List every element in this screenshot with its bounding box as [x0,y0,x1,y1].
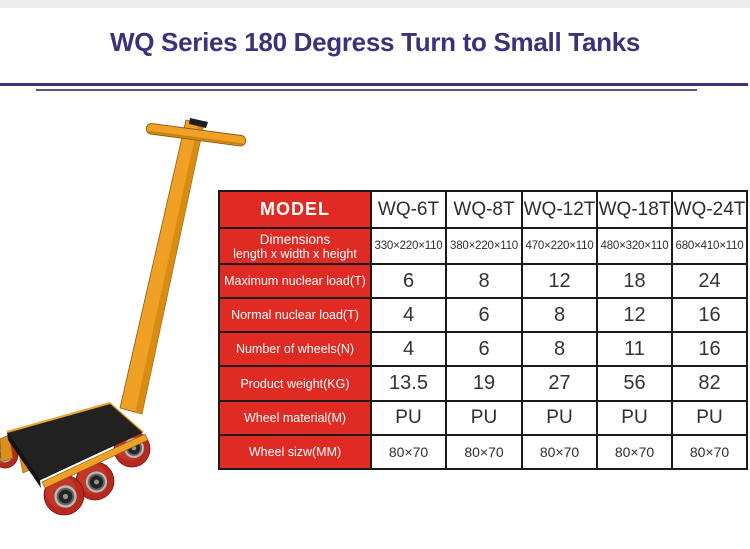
table-row-wheel-size: Wheel sizw(MM) 80×70 80×70 80×70 80×70 8… [218,434,748,470]
spec-table: MODEL WQ-6T WQ-8T WQ-12T WQ-18T WQ-24T D… [218,190,748,470]
table-cell: 13.5 [370,365,447,402]
page-title: WQ Series 180 Degress Turn to Small Tank… [109,27,641,57]
table-cell: 380×220×110 [445,227,523,265]
platform-side-face [7,432,41,488]
platform-edge-highlight-right [109,402,144,433]
title-divider-thin [36,89,697,91]
column-header: WQ-12T [521,190,598,229]
table-cell: 480×320×110 [596,227,673,265]
handle-cap-shape [189,118,208,128]
table-cell: 11 [596,331,673,367]
table-cell: 6 [370,263,447,299]
table-cell: 4 [370,297,447,333]
table-cell: 16 [671,331,748,367]
title-divider-thick [0,83,748,86]
column-header: WQ-8T [445,190,523,229]
row-label-wheel-material: Wheel material(M) [218,400,372,436]
table-row-weight: Product weight(KG) 13.5 19 27 56 82 [218,365,748,402]
table-row-dimensions: Dimensions length x width x height 330×2… [218,227,748,265]
row-label-wheel-count: Number of wheels(N) [218,331,372,367]
row-label-normal-load: Normal nuclear load(T) [218,297,372,333]
table-cell: 8 [521,297,598,333]
table-cell: 80×70 [445,434,523,470]
table-cell: 24 [671,263,748,299]
platform-yellow-rim [41,433,149,489]
column-header: WQ-24T [671,190,748,229]
table-cell: 27 [521,365,598,402]
table-row-wheel-count: Number of wheels(N) 4 6 8 11 16 [218,331,748,367]
table-cell: 8 [445,263,523,299]
column-header: WQ-6T [370,190,447,229]
dimensions-label: Dimensions [259,231,331,247]
column-header: WQ-18T [596,190,673,229]
table-cell: 12 [521,263,598,299]
table-cell: 470×220×110 [521,227,598,265]
table-cell: 6 [445,331,523,367]
table-cell: PU [521,400,598,436]
table-cell: 8 [521,331,598,367]
row-label-weight: Product weight(KG) [218,365,372,402]
table-row-max-load: Maximum nuclear load(T) 6 8 12 18 24 [218,263,748,299]
table-cell: 4 [370,331,447,367]
table-cell: 80×70 [521,434,598,470]
product-illustration-machinery-skate [0,118,247,516]
handle-t-bar-shape [145,123,247,147]
table-cell: 18 [596,263,673,299]
table-row-wheel-material: Wheel material(M) PU PU PU PU PU [218,400,748,436]
table-cell: 82 [671,365,748,402]
dimensions-sublabel: length x width x height [233,246,357,261]
roller-front-right [75,461,115,501]
row-label-model: MODEL [218,190,372,229]
row-label-max-load: Maximum nuclear load(T) [218,263,372,299]
table-cell: 680×410×110 [671,227,748,265]
table-cell: 80×70 [671,434,748,470]
table-cell: 330×220×110 [370,227,447,265]
table-cell: 6 [445,297,523,333]
table-cell: PU [370,400,447,436]
handle-pole-shape [119,119,205,415]
table-cell: PU [671,400,748,436]
table-row-normal-load: Normal nuclear load(T) 4 6 8 12 16 [218,297,748,333]
row-label-wheel-size: Wheel sizw(MM) [218,434,372,470]
table-cell: 16 [671,297,748,333]
table-cell: 80×70 [370,434,447,470]
table-cell: 19 [445,365,523,402]
top-gray-bar [0,0,750,8]
table-cell: PU [445,400,523,436]
platform-edge-highlight-left [6,401,111,434]
table-row-model: MODEL WQ-6T WQ-8T WQ-12T WQ-18T WQ-24T [218,190,748,229]
table-cell: 56 [596,365,673,402]
table-cell: 12 [596,297,673,333]
table-cell: 80×70 [596,434,673,470]
table-cell: PU [596,400,673,436]
roller-front-left [43,474,85,516]
row-label-dimensions: Dimensions length x width x height [218,227,372,265]
